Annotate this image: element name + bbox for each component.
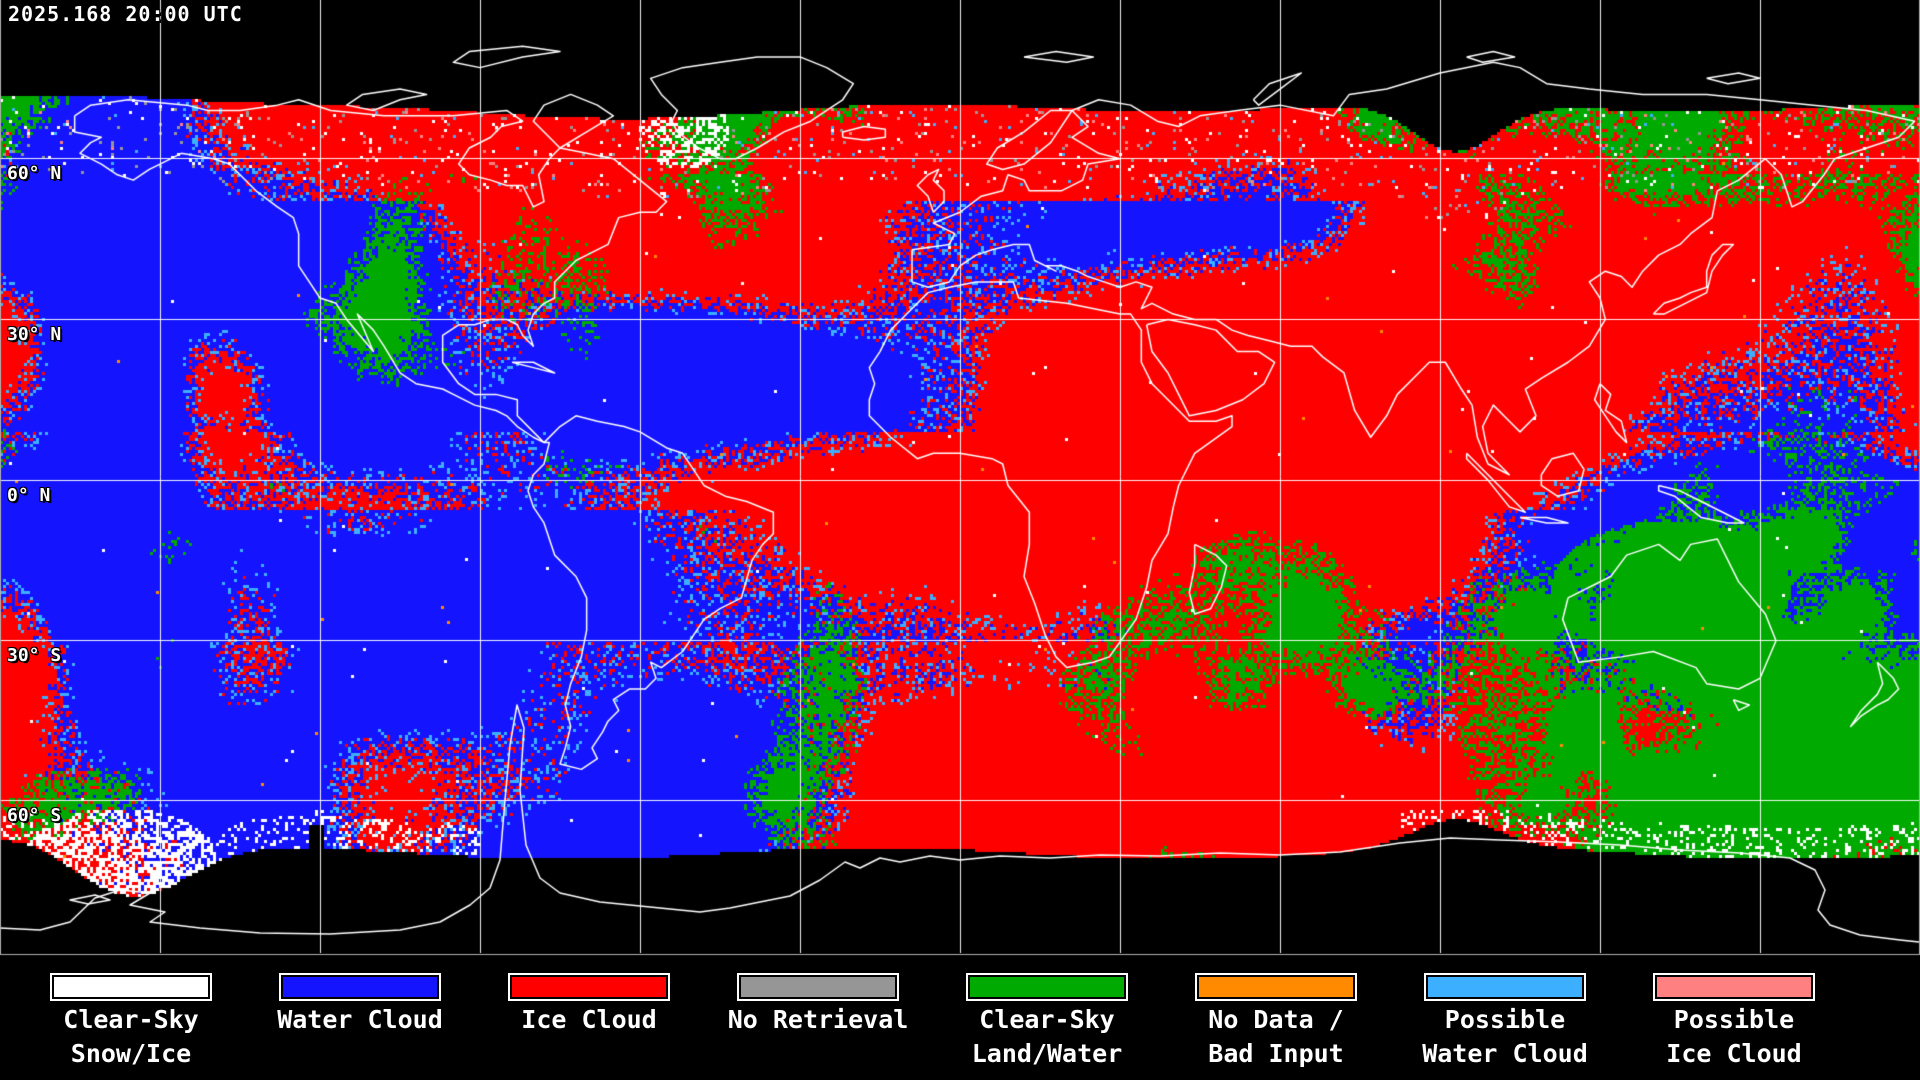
latitude-label-30n: 30° N — [7, 324, 62, 345]
legend-item-clear-sky-land-water: Clear-Sky Land/Water — [932, 973, 1162, 1069]
legend-label: Clear-Sky — [979, 1005, 1115, 1034]
legend-label: Water Cloud — [277, 1005, 443, 1034]
legend-item-clear-sky-snow-ice: Clear-Sky Snow/Ice — [16, 973, 246, 1069]
legend-swatch-water-cloud — [279, 973, 441, 1001]
legend-label: No Data / — [1208, 1005, 1344, 1034]
legend-swatch-ice-cloud — [508, 973, 670, 1001]
legend-label: Land/Water — [971, 1039, 1123, 1068]
legend-label: Water Cloud — [1422, 1039, 1588, 1068]
legend-item-possible-water-cloud: Possible Water Cloud — [1390, 973, 1620, 1069]
timestamp: 2025.168 20:00 UTC — [8, 2, 243, 26]
legend-swatch-possible-water — [1424, 973, 1586, 1001]
legend-swatch-no-data — [1195, 973, 1357, 1001]
cloud-mask-map — [0, 0, 1920, 968]
latitude-label-60n: 60° N — [7, 163, 62, 184]
legend-label: No Retrieval — [727, 1005, 909, 1034]
legend-label: Possible — [1673, 1005, 1795, 1034]
legend-swatch-snow-ice — [50, 973, 212, 1001]
legend: Clear-Sky Snow/Ice Water Cloud Ice Cloud… — [0, 968, 1920, 1080]
legend-item-water-cloud: Water Cloud — [245, 973, 475, 1039]
legend-label: Ice Cloud — [1666, 1039, 1802, 1068]
latitude-label-60s: 60° S — [7, 805, 62, 826]
legend-item-ice-cloud: Ice Cloud — [474, 973, 704, 1039]
legend-item-possible-ice-cloud: Possible Ice Cloud — [1619, 973, 1849, 1069]
legend-item-no-retrieval: No Retrieval — [703, 973, 933, 1039]
legend-label: Possible — [1444, 1005, 1566, 1034]
legend-label: Ice Cloud — [521, 1005, 657, 1034]
legend-swatch-no-retrieval — [737, 973, 899, 1001]
latitude-label-0n: 0° N — [7, 485, 51, 506]
legend-swatch-possible-ice — [1653, 973, 1815, 1001]
legend-label: Bad Input — [1208, 1039, 1344, 1068]
legend-label: Clear-Sky — [63, 1005, 199, 1034]
legend-item-no-data-bad-input: No Data / Bad Input — [1161, 973, 1391, 1069]
latitude-label-30s: 30° S — [7, 645, 62, 666]
legend-swatch-clear-land-water — [966, 973, 1128, 1001]
legend-label: Snow/Ice — [70, 1039, 192, 1068]
